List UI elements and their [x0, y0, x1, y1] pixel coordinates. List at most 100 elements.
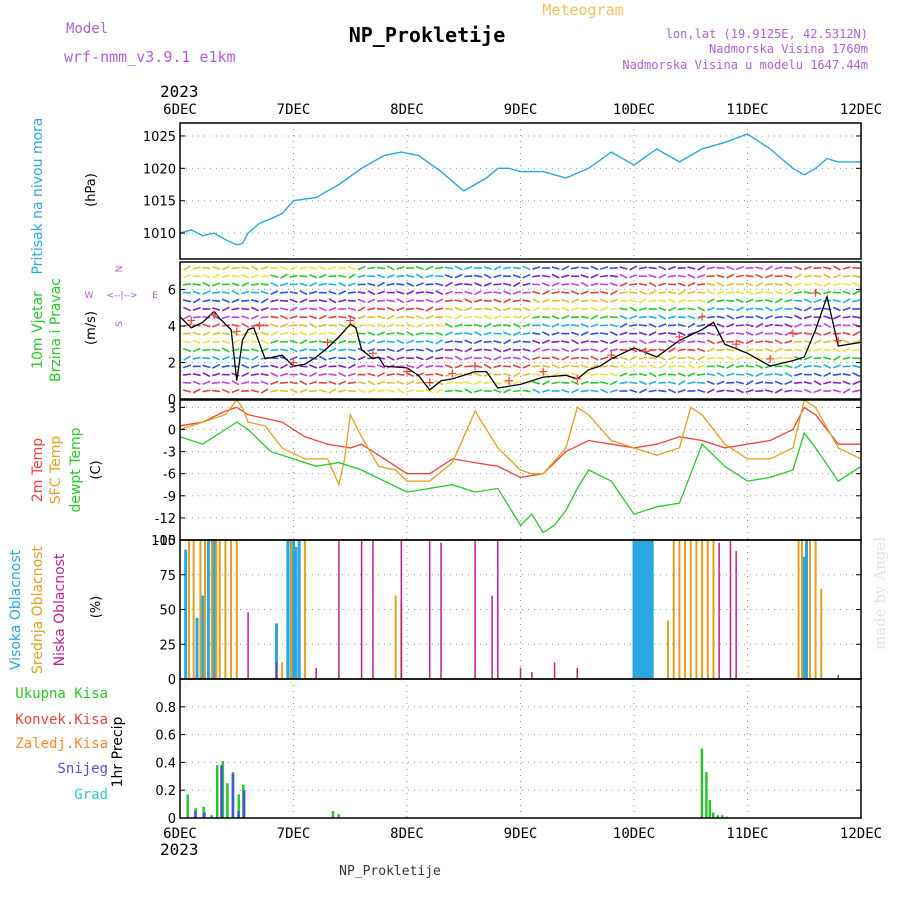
wind-arrow	[755, 281, 764, 287]
wind-arrow	[764, 274, 774, 279]
wind-arrow	[512, 322, 521, 328]
wind-arrow	[541, 323, 550, 328]
wind-arrow	[338, 372, 347, 378]
wind-arrow	[328, 275, 337, 278]
wind-arrow	[570, 266, 580, 270]
wind-arrow	[697, 373, 706, 376]
wind-arrow	[832, 373, 841, 376]
wind-arrow	[774, 290, 783, 295]
wind-arrow	[823, 290, 832, 295]
wind-arrow	[454, 348, 463, 352]
wind-arrow	[609, 307, 618, 311]
wind-arrow	[803, 291, 812, 295]
wind-arrow	[309, 307, 318, 311]
wind-arrow	[609, 323, 618, 328]
wind-arrow	[571, 290, 579, 295]
wind-arrow	[784, 315, 793, 319]
wind-arrow	[745, 365, 754, 368]
wind-arrow	[571, 388, 579, 394]
wind-arrow	[609, 364, 618, 368]
wind-arrow	[668, 347, 676, 353]
wind-arrow	[852, 348, 861, 352]
cloud-bar	[814, 540, 817, 679]
wind-arrow	[716, 281, 725, 287]
dewpt-line	[179, 421, 862, 534]
wind-arrow	[338, 290, 347, 296]
wind-arrow	[406, 339, 415, 344]
wind-arrow	[522, 332, 531, 335]
wind-arrow	[532, 380, 541, 385]
wind-arrow	[347, 348, 356, 352]
wind-arrow	[532, 283, 541, 286]
wind-arrow	[512, 356, 521, 360]
wind-arrow	[260, 339, 269, 345]
wind-arrow	[347, 331, 356, 336]
wind-arrow	[726, 299, 735, 303]
wind-arrow	[347, 356, 356, 361]
wind-arrow	[318, 282, 327, 286]
wind-arrow	[231, 266, 240, 270]
wind-arrow	[202, 281, 211, 287]
axis-layer: 10101015102010250246-15-12-9-6-303025507…	[143, 102, 882, 842]
wind-arrow	[347, 381, 356, 385]
wind-arrow	[260, 331, 269, 336]
wind-arrow	[182, 373, 192, 376]
wind-arrow	[454, 340, 463, 343]
wind-arrow	[309, 380, 318, 385]
wind-arrow	[221, 315, 230, 320]
wind-arrow	[309, 356, 318, 360]
cloud-bar	[650, 540, 654, 679]
wind-ytick-label: 4	[168, 320, 176, 335]
wind-arrow	[386, 332, 395, 335]
precip-bar	[194, 811, 197, 818]
wind-arrow	[794, 307, 803, 311]
wind-arrow	[842, 306, 851, 312]
wind-arrow	[561, 265, 570, 271]
wind-arrow	[396, 275, 405, 278]
wind-arrow	[638, 372, 647, 377]
wind-arrow	[561, 283, 570, 286]
wind-arrow	[328, 347, 337, 353]
cloud-ytick-label: 25	[159, 638, 176, 653]
wind-arrow	[852, 364, 861, 369]
wind-arrow	[474, 290, 482, 296]
wind-arrow	[774, 315, 783, 319]
wind-arrow	[328, 373, 337, 376]
cloud-bar	[303, 540, 306, 679]
wind-arrow	[464, 315, 473, 319]
wind-arrow	[386, 348, 395, 352]
wind-arrow	[183, 265, 191, 271]
wind-arrow	[435, 282, 444, 287]
wind-arrow	[638, 388, 647, 394]
wind-arrow	[755, 322, 764, 329]
precip-bar	[231, 773, 235, 818]
wind-arrow	[609, 331, 618, 337]
wind-arrow	[279, 381, 289, 385]
wind-arrow	[745, 266, 754, 270]
wind-arrow	[551, 314, 560, 320]
wind-arrow	[386, 299, 395, 303]
wind-ytick-label: 0	[168, 393, 176, 408]
wind-arrow	[493, 298, 502, 303]
precip-bar	[237, 794, 241, 818]
wind-arrow	[182, 389, 192, 393]
wind-arrow	[687, 381, 696, 385]
wind-arrow	[813, 388, 822, 394]
wind-arrow	[570, 282, 580, 287]
wind-arrow	[406, 364, 415, 369]
wind-direction-marker	[641, 347, 650, 356]
wind-arrow	[745, 282, 754, 287]
wind-arrow	[541, 307, 550, 311]
wind-arrow	[493, 355, 502, 361]
legend-snijeg: Snijeg	[57, 761, 108, 777]
wind-arrow	[667, 274, 677, 278]
wind-arrow	[784, 331, 793, 337]
wind-arrow	[202, 290, 211, 295]
wind-arrow	[697, 283, 706, 286]
wind-arrow	[406, 323, 415, 328]
wind-arrow	[221, 388, 230, 394]
wind-arrow	[735, 364, 744, 368]
wind-arrow	[415, 322, 424, 328]
wind-arrow	[415, 266, 424, 270]
wind-arrow	[241, 381, 250, 385]
